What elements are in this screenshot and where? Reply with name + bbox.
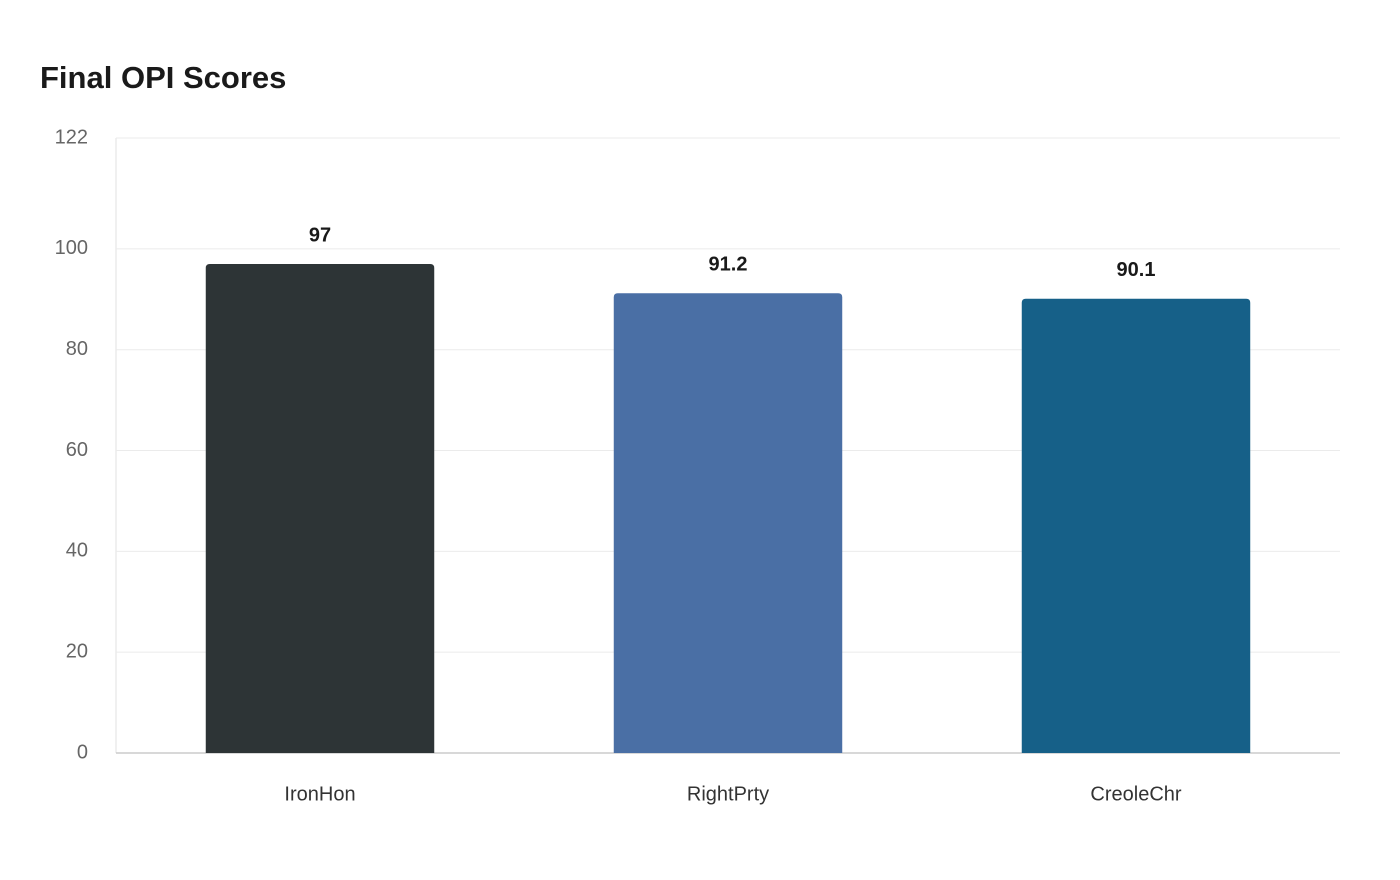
y-tick-label: 122 — [55, 126, 88, 148]
y-tick-label: 60 — [66, 439, 88, 461]
y-tick-label: 20 — [66, 640, 88, 662]
x-tick-label: RightPrty — [687, 783, 769, 805]
chart-title: Final OPI Scores — [40, 60, 286, 95]
bar — [613, 293, 843, 753]
y-tick-label: 40 — [66, 540, 88, 562]
y-tick-label: 80 — [66, 338, 88, 360]
bar — [205, 264, 435, 753]
bar — [1021, 298, 1251, 753]
x-tick-label: IronHon — [284, 783, 355, 805]
x-tick-label: CreoleChr — [1090, 783, 1181, 805]
value-label: 97 — [309, 224, 331, 246]
value-label: 91.2 — [709, 254, 748, 276]
value-label: 90.1 — [1117, 259, 1156, 281]
y-tick-label: 0 — [77, 741, 88, 763]
y-tick-label: 100 — [55, 237, 88, 259]
